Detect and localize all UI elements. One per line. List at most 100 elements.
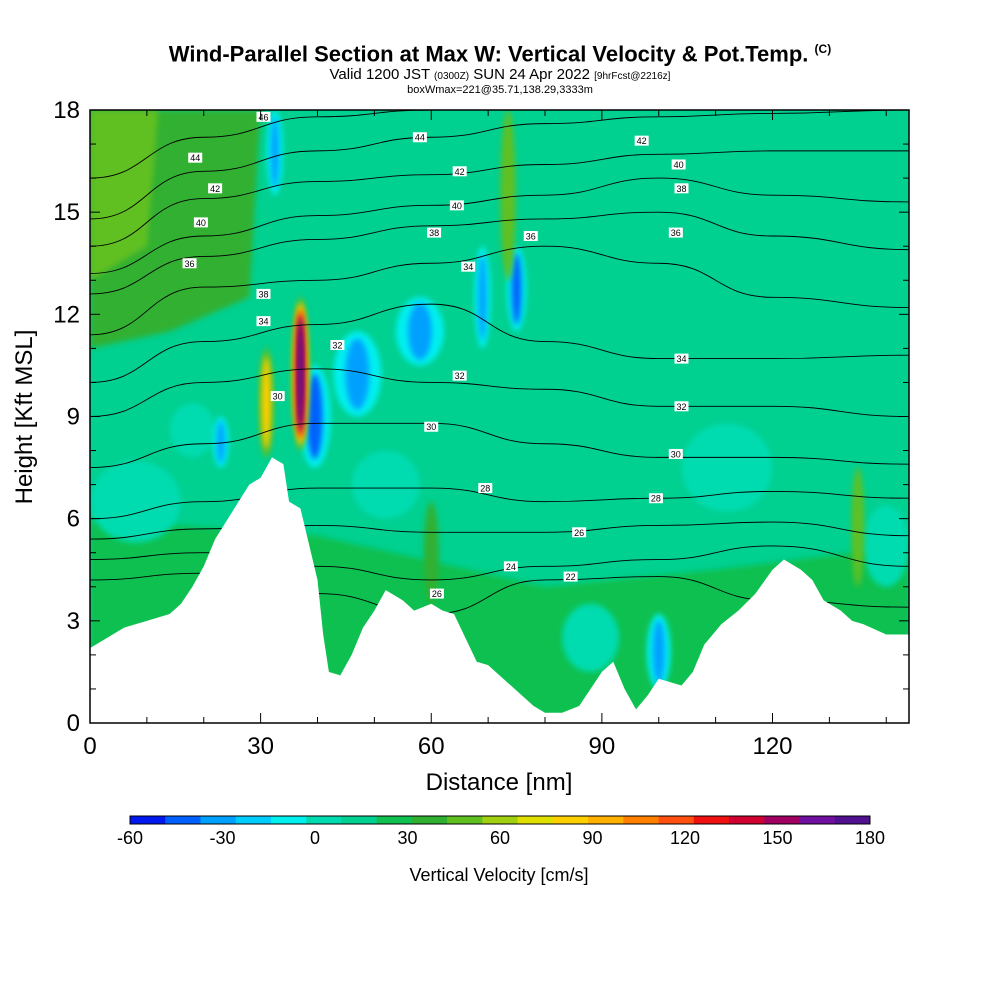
updraft-core-30 (851, 467, 865, 587)
contour-label-text: 30 (671, 449, 681, 459)
updraft-core-60 (261, 357, 271, 449)
valid-utc: (0300Z) (434, 71, 470, 83)
colorbar-tick-label: 0 (310, 828, 320, 848)
contour-label-text: 36 (526, 232, 536, 242)
terrain (90, 457, 909, 723)
contour-label: 36 (182, 258, 197, 269)
contour-label-text: 28 (480, 484, 490, 494)
contour-label: 28 (478, 483, 493, 494)
downdraft-core (345, 338, 370, 410)
colorbar-segment (623, 816, 660, 824)
x-tick-label: 60 (418, 733, 445, 760)
contour-labels: 46 44 42 40 36 38 34 32 30 44 42 40 38 34 36 42 40 38 36 34… (182, 111, 689, 599)
contour-label-text: 42 (637, 136, 647, 146)
theta-contour-34 (90, 303, 909, 383)
colorbar-tick-label: 30 (397, 828, 417, 848)
colorbar-segment (658, 816, 695, 824)
contour-label: 30 (424, 421, 439, 432)
theta-contour-42 (90, 150, 909, 247)
contour-label: 34 (674, 353, 689, 364)
contour-label-text: 32 (676, 402, 686, 412)
colorbar-tick-label: -30 (209, 828, 235, 848)
colorbar-segment (729, 816, 765, 824)
contour-label-bg (648, 493, 663, 504)
chart-subtitle: Valid 1200 JST (0300Z) SUN 24 Apr 2022 [… (0, 67, 1000, 84)
contour-label: 40 (671, 159, 686, 170)
contour-label-bg (674, 401, 689, 412)
contour-label-bg (256, 316, 271, 327)
field-patch-cyan (562, 603, 619, 672)
contour-label-text: 42 (455, 167, 465, 177)
field-patch-cyan (863, 505, 909, 587)
colorbar-segment (588, 816, 624, 824)
contour-label: 40 (193, 217, 208, 228)
contour-label-text: 44 (415, 133, 425, 143)
contour-label-bg (674, 183, 689, 194)
contour-label: 32 (452, 370, 467, 381)
contour-label: 40 (449, 200, 464, 211)
contour-label: 32 (674, 401, 689, 412)
contour-label-bg (182, 258, 197, 269)
chart-title-block: Wind-Parallel Section at Max W: Vertical… (0, 36, 1000, 96)
contour-label-text: 30 (426, 422, 436, 432)
colorbar-segment (235, 816, 272, 824)
contour-label-bg (523, 231, 538, 242)
colorbar-segment (447, 816, 483, 824)
title-copyright: (C) (814, 42, 832, 56)
contour-label: 22 (563, 571, 578, 582)
contour-label-text: 40 (196, 218, 206, 228)
contour-label-text: 36 (185, 259, 195, 269)
colorbar-segment (764, 816, 801, 824)
contour-label: 26 (572, 527, 587, 538)
colorbar-segment (482, 816, 519, 824)
downdraft-core (306, 373, 323, 460)
contour-label-text: 36 (671, 228, 681, 238)
downdraft-core (407, 302, 432, 360)
contour-label-bg (572, 527, 587, 538)
colorbar-tick-label: 60 (490, 828, 510, 848)
y-tick-label: 12 (53, 301, 80, 328)
y-tick-label: 15 (53, 199, 80, 226)
contour-label-text: 32 (455, 371, 465, 381)
contour-label: 38 (427, 227, 442, 238)
contour-label-text: 42 (210, 184, 220, 194)
contour-label-bg (427, 227, 442, 238)
theta-contour-30 (90, 422, 909, 469)
contour-label-text: 40 (452, 201, 462, 211)
colorbar-segment (693, 816, 730, 824)
contour-label: 32 (330, 339, 345, 350)
contour-label: 44 (412, 132, 427, 143)
colorbar: -60 -30 0 30 60 90 120 150 180 (117, 815, 885, 848)
colorbar-segment (306, 816, 342, 824)
theta-contour-40 (90, 177, 909, 274)
contour-label: 34 (461, 261, 476, 272)
y-axis-label: Height [Kft MSL] (11, 330, 38, 505)
contour-label: 42 (634, 135, 649, 146)
contour-label-text: 28 (651, 494, 661, 504)
colorbar-segment (834, 816, 871, 824)
theta-contour-36 (90, 245, 909, 336)
contour-label-text: 32 (332, 340, 342, 350)
y-tick-label: 6 (67, 506, 80, 533)
colorbar-segment (270, 816, 307, 824)
contour-label-text: 24 (506, 562, 516, 572)
contour-label: 42 (452, 166, 467, 177)
contour-label-bg (424, 421, 439, 432)
colorbar-segment (552, 816, 589, 824)
forecast-info: [9hrFcst@2216z] (594, 71, 671, 83)
contour-label-text: 46 (258, 112, 268, 122)
downdraft-core (652, 620, 665, 683)
contour-label-bg (671, 159, 686, 170)
contour-label: 38 (674, 183, 689, 194)
contour-label: 26 (429, 588, 444, 599)
contour-label-bg (429, 588, 444, 599)
contour-label-bg (563, 571, 578, 582)
contour-label: 42 (208, 183, 223, 194)
theta-contour-46 (90, 110, 909, 179)
contour-label-text: 44 (190, 153, 200, 163)
contour-label-text: 40 (674, 160, 684, 170)
downdraft-core (216, 420, 225, 464)
colorbar-tick-label: 180 (855, 828, 885, 848)
colorbar-tick-label: 150 (762, 828, 792, 848)
theta-contour-28 (90, 487, 909, 520)
